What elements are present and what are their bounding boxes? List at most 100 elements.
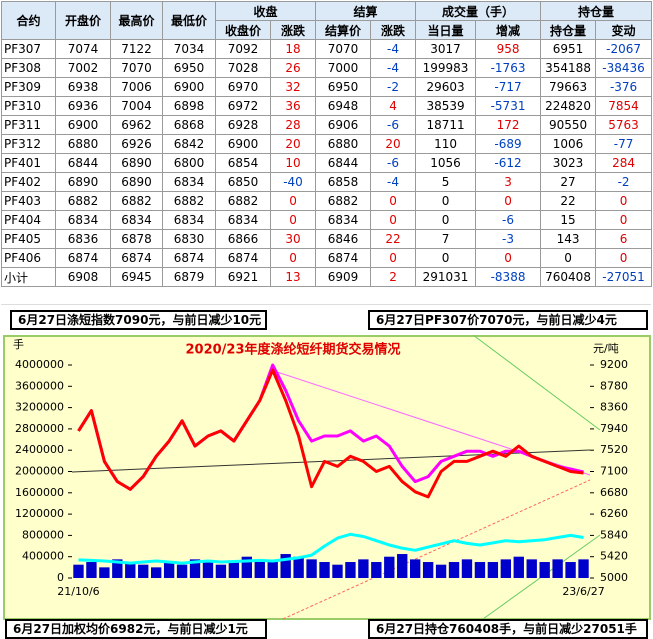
table-cell: 6970 [215, 77, 271, 97]
table-cell: -717 [475, 77, 542, 97]
table-cell: 3023 [540, 153, 597, 173]
table-cell: 6834 [110, 210, 163, 230]
table-cell: 6882 [315, 191, 372, 211]
table-cell: 6850 [215, 172, 271, 192]
bar [254, 559, 265, 578]
table-cell: 32 [269, 77, 317, 97]
table-cell: 143 [540, 229, 597, 249]
table-cell: 6950 [315, 77, 372, 97]
table-cell: -612 [475, 153, 542, 173]
table-cell: -4 [370, 39, 417, 59]
table-cell: 172 [475, 115, 542, 135]
note: 6月27日加权均价6982元，与前日减少1元 [5, 619, 267, 639]
table-cell: 36 [269, 96, 317, 116]
table-cell: -4 [370, 172, 417, 192]
y2-tick-label: 6680 [600, 486, 628, 499]
table-cell: 6882 [55, 191, 111, 211]
note: 6月27日持仓760408手，与前日减少27051手 [368, 619, 648, 639]
trend-line [282, 479, 591, 620]
table-cell: 0 [595, 191, 653, 211]
table-cell: 6866 [215, 229, 271, 249]
y2-tick-label: 6260 [600, 507, 628, 520]
table-cell: 6936 [55, 96, 111, 116]
table-cell: 2 [370, 267, 417, 287]
table-cell: PF406 [1, 248, 56, 268]
table-cell: 小计 [1, 267, 56, 287]
table-cell: PF309 [1, 77, 56, 97]
table-cell: 0 [269, 248, 317, 268]
table-cell: 6880 [315, 134, 372, 154]
bar [345, 562, 356, 578]
table-cell: 7028 [215, 58, 271, 78]
table-cell: 6938 [55, 77, 111, 97]
bar [565, 562, 576, 578]
table-row: PF402 6890 6890 6834 6850 -40 6858 -4 5 3 27 -2 [1, 172, 653, 192]
table-cell: 29603 [415, 77, 477, 97]
table-cell: PF307 [1, 39, 56, 59]
y-tick-label: 400000 [22, 550, 64, 563]
y-tick-label: 3600000 [15, 379, 64, 392]
y2-tick-label: 7100 [600, 465, 628, 478]
table-row: 小计 6908 6945 6879 6921 13 6909 2 291031 -8388 7604… [1, 267, 653, 287]
table-cell: 5763 [595, 115, 653, 135]
table-cell: 6874 [110, 248, 163, 268]
bar [526, 559, 537, 578]
header-cell: 持仓量 [540, 20, 597, 40]
table-cell: PF401 [1, 153, 56, 173]
table-cell: 6928 [215, 115, 271, 135]
bar [371, 562, 382, 578]
bar [267, 562, 278, 578]
trend-line [71, 449, 591, 473]
y-tick-label: 4000000 [15, 358, 64, 371]
table-cell: 6874 [215, 248, 271, 268]
header-row: 合约 开盘价 最高价 最低价 收盘 结算 成交量（手） 持仓量 [1, 1, 653, 40]
table-cell: -38436 [595, 58, 653, 78]
bar [409, 559, 421, 578]
table-cell: 7070 [110, 58, 163, 78]
table-cell: -2067 [595, 39, 653, 59]
table-cell: 79663 [540, 77, 597, 97]
header-cell: 涨跌 [269, 20, 317, 40]
table-cell: 22 [540, 191, 597, 211]
table-cell: 0 [595, 210, 653, 230]
table-cell: 6906 [315, 115, 372, 135]
table-cell: 6834 [315, 210, 372, 230]
header-row: 收盘价 涨跌 结算价 涨跌 当日量 增减 持仓量 变动 [2, 20, 653, 40]
table-cell: -6 [370, 153, 417, 173]
table-cell: PF311 [1, 115, 56, 135]
bar [189, 559, 201, 578]
table-cell: 7006 [110, 77, 163, 97]
table-cell: 6 [595, 229, 653, 249]
header-cell: 结算 [315, 1, 417, 21]
bar [125, 562, 136, 578]
x-tick-label: 21/10/6 [57, 585, 99, 598]
y2-tick-label: 7940 [600, 422, 628, 435]
table-cell: 0 [415, 191, 477, 211]
table-cell: 6962 [110, 115, 163, 135]
y-tick-label: 3200000 [15, 401, 64, 414]
table-cell: 110 [415, 134, 477, 154]
table-cell: 4 [370, 96, 417, 116]
table-cell: PF404 [1, 210, 56, 230]
table-cell: 5 [415, 172, 477, 192]
line-series [77, 368, 584, 499]
table-cell: 6834 [55, 210, 111, 230]
header-cell: 增减 [475, 20, 542, 40]
y2-tick-label: 5420 [600, 550, 628, 563]
table-cell: -5731 [475, 96, 542, 116]
table-cell: 0 [475, 191, 542, 211]
bar [228, 562, 240, 578]
y-tick-label: 1600000 [15, 486, 64, 499]
table-cell: 26 [269, 58, 317, 78]
y-tick-label: 2000000 [15, 465, 64, 478]
table-cell: 7004 [110, 96, 163, 116]
header-cell: 合约 [1, 1, 56, 40]
y2-tick-label: 9200 [600, 358, 628, 371]
header-cell: 持仓量 [540, 1, 653, 21]
table-cell: 6834 [162, 210, 216, 230]
table-cell: 15 [540, 210, 597, 230]
table-cell: 0 [269, 210, 317, 230]
table-row: PF401 6844 6890 6800 6854 10 6844 -6 1056 -612 302… [1, 153, 653, 173]
table-cell: 354188 [540, 58, 597, 78]
